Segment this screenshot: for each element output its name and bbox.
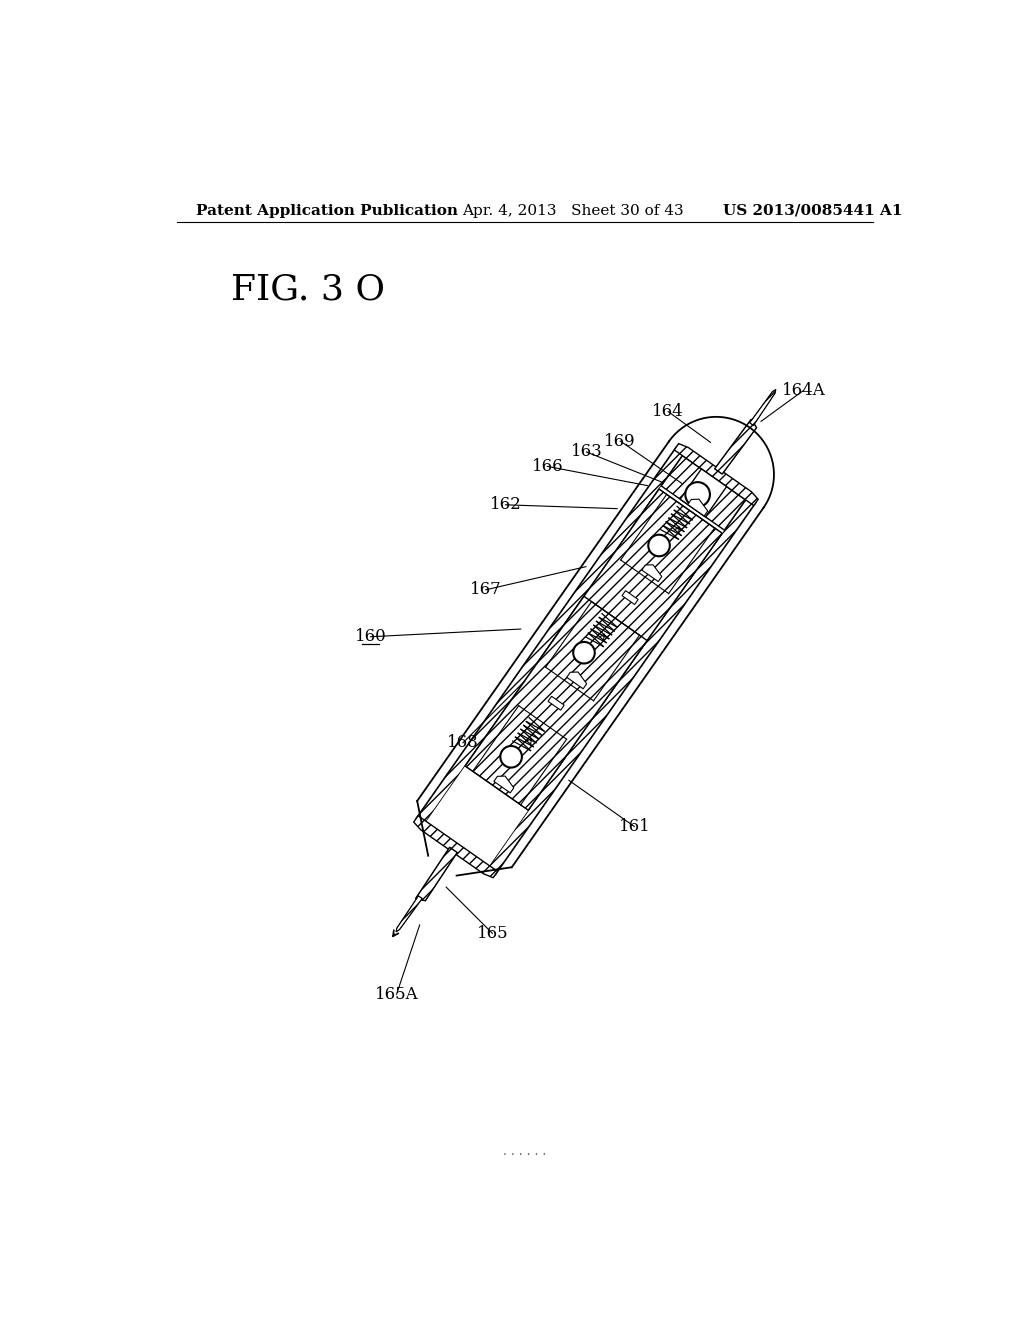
Text: 162: 162	[489, 496, 521, 513]
Circle shape	[685, 482, 710, 507]
Polygon shape	[396, 896, 422, 932]
Polygon shape	[594, 635, 647, 706]
Text: 165: 165	[476, 925, 508, 941]
Text: Apr. 4, 2013   Sheet 30 of 43: Apr. 4, 2013 Sheet 30 of 43	[462, 203, 683, 218]
Polygon shape	[414, 816, 498, 878]
Polygon shape	[613, 490, 667, 560]
Text: 165A: 165A	[375, 986, 419, 1003]
Polygon shape	[424, 453, 748, 869]
Polygon shape	[520, 739, 574, 810]
Text: US 2013/0085441 A1: US 2013/0085441 A1	[724, 203, 903, 218]
Text: Patent Application Publication: Patent Application Publication	[196, 203, 458, 218]
Text: FIG. 3 O: FIG. 3 O	[230, 272, 385, 306]
Polygon shape	[642, 565, 662, 582]
Text: 163: 163	[570, 444, 602, 461]
Text: 160: 160	[354, 628, 386, 645]
Polygon shape	[715, 420, 757, 474]
Polygon shape	[548, 696, 564, 710]
Text: 167: 167	[470, 581, 502, 598]
Polygon shape	[487, 496, 756, 875]
Polygon shape	[669, 528, 722, 599]
Polygon shape	[750, 389, 776, 425]
Polygon shape	[674, 444, 758, 506]
Polygon shape	[662, 455, 745, 531]
Polygon shape	[538, 490, 722, 706]
Circle shape	[573, 642, 595, 664]
Text: 164A: 164A	[781, 381, 825, 399]
Circle shape	[648, 535, 670, 556]
Polygon shape	[465, 701, 519, 771]
Polygon shape	[494, 776, 514, 793]
Text: · · · · · ·: · · · · · ·	[503, 1148, 547, 1162]
Text: 168: 168	[447, 734, 479, 751]
Polygon shape	[622, 590, 638, 605]
Text: 161: 161	[618, 818, 650, 836]
Polygon shape	[416, 446, 685, 825]
Text: 166: 166	[531, 458, 563, 475]
Polygon shape	[416, 847, 458, 900]
Polygon shape	[465, 597, 647, 810]
Circle shape	[501, 746, 522, 767]
Polygon shape	[680, 469, 727, 517]
Text: 169: 169	[604, 433, 636, 450]
Text: 164: 164	[652, 403, 684, 420]
Polygon shape	[688, 499, 708, 516]
Polygon shape	[566, 672, 587, 689]
Polygon shape	[538, 597, 592, 667]
